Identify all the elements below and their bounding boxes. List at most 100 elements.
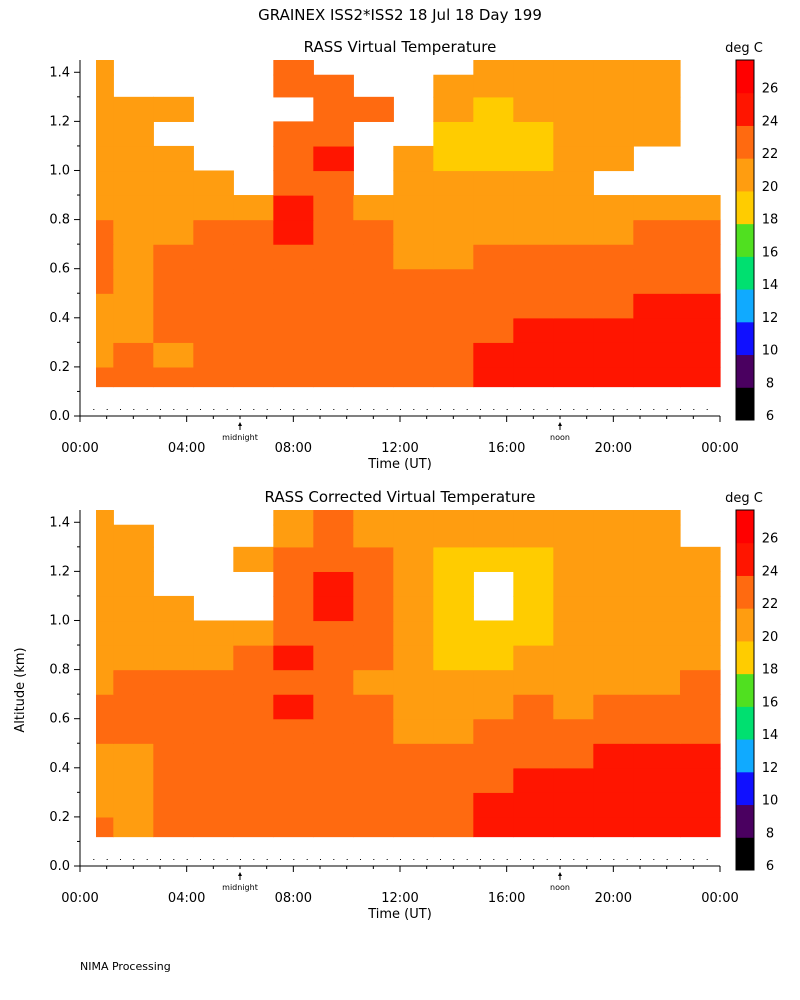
heatmap-cell — [273, 669, 314, 695]
marker-label: noon — [550, 433, 570, 442]
heatmap-cell — [473, 317, 514, 343]
heatmap-cell — [393, 816, 434, 838]
x-tick-label: 16:00 — [488, 891, 525, 906]
sample-dot — [440, 859, 441, 860]
heatmap-cell — [473, 293, 514, 319]
sample-dot — [133, 409, 135, 410]
heatmap-cell — [153, 268, 194, 294]
heatmap-cell — [193, 268, 234, 294]
heatmap-cell — [153, 743, 194, 769]
heatmap-cell — [113, 96, 154, 122]
heatmap-cell — [680, 219, 721, 245]
heatmap-cell — [393, 268, 434, 294]
sample-dot — [346, 409, 348, 410]
heatmap-cell — [680, 669, 721, 695]
heatmap-cell — [473, 669, 514, 695]
sample-dot — [106, 859, 108, 860]
heatmap-cell — [433, 816, 474, 838]
heatmap-cell — [433, 767, 474, 793]
heatmap-cell — [313, 170, 354, 196]
heatmap-cell — [233, 546, 274, 572]
heatmap-cell — [473, 816, 514, 838]
heatmap-cell — [313, 121, 354, 147]
heatmap-cell — [153, 645, 194, 671]
heatmap-cell — [273, 524, 314, 548]
heatmap-cell — [633, 195, 681, 221]
heatmap-cell — [553, 669, 594, 695]
colorbar-tick-label: 6 — [766, 859, 774, 874]
heatmap-cell — [353, 219, 394, 245]
heatmap-cell — [313, 219, 354, 245]
heatmap-cell — [553, 145, 594, 172]
heatmap-cell — [393, 342, 434, 368]
heatmap-cell — [193, 293, 234, 319]
sample-dot — [266, 859, 268, 860]
sample-dot — [400, 409, 401, 410]
sample-dot — [293, 859, 295, 860]
heatmap-cell — [393, 595, 434, 622]
y-tick-label: 1.2 — [49, 564, 70, 579]
heatmap-cell — [633, 816, 681, 838]
heatmap-cell — [633, 743, 681, 769]
heatmap-cell — [680, 718, 721, 744]
sample-dot — [306, 859, 308, 860]
sample-dot — [653, 859, 655, 860]
sample-dot — [306, 409, 308, 410]
colorbar-segment — [736, 640, 754, 675]
heatmap-cell — [513, 571, 554, 597]
sample-dot — [520, 409, 521, 410]
heatmap-cell — [553, 60, 594, 76]
colorbar-segment — [736, 837, 754, 871]
heatmap-cell — [553, 645, 594, 671]
heatmap-cell — [313, 620, 354, 646]
heatmap-cell — [113, 546, 154, 572]
heatmap-cell — [473, 121, 514, 147]
heatmap-cell — [553, 571, 594, 597]
heatmap-cell — [593, 694, 634, 720]
bottom-colorbar: 6 8 10 12 14 16 18 20 22 24 26 — [735, 509, 779, 874]
sample-dot — [573, 859, 575, 860]
heatmap-cell — [113, 669, 154, 695]
heatmap-cell — [313, 195, 354, 221]
heatmap-cell — [513, 195, 554, 221]
heatmap-cell — [433, 366, 474, 388]
heatmap-cell — [513, 743, 554, 769]
heatmap-cell — [513, 60, 554, 76]
heatmap-cell — [553, 510, 594, 526]
heatmap-cell — [273, 620, 314, 646]
heatmap-cell — [273, 366, 314, 388]
heatmap-cell — [433, 268, 474, 294]
heatmap-cell — [513, 317, 554, 343]
heatmap-cell — [393, 219, 434, 245]
sample-dot — [346, 859, 348, 860]
heatmap-cell — [633, 645, 681, 671]
marker-label: noon — [550, 883, 570, 892]
heatmap-cell — [553, 595, 594, 622]
heatmap-cell — [433, 669, 474, 695]
heatmap-cell — [553, 792, 594, 818]
heatmap-cell — [433, 170, 474, 196]
heatmap-cell — [273, 510, 314, 526]
heatmap-cell — [553, 96, 594, 122]
heatmap-cell — [273, 60, 314, 76]
colorbar-tick-label: 16 — [762, 695, 779, 710]
colorbar-segment — [736, 608, 754, 642]
sample-dot — [546, 859, 548, 860]
y-tick-label: 1.4 — [49, 515, 70, 530]
heatmap-cell — [193, 645, 234, 671]
heatmap-cell — [593, 718, 634, 744]
sample-dot — [106, 409, 108, 410]
heatmap-cell — [193, 816, 234, 838]
heatmap-cell — [96, 96, 114, 122]
heatmap-cell — [593, 268, 634, 294]
colorbar-segment — [736, 92, 754, 126]
heatmap-cell — [633, 669, 681, 695]
sample-dot — [573, 409, 575, 410]
heatmap-cell — [393, 195, 434, 221]
heatmap-cell — [393, 645, 434, 671]
sample-dot — [320, 859, 321, 860]
heatmap-cell — [633, 366, 681, 388]
y-tick-label: 0.4 — [49, 761, 70, 776]
heatmap-cell — [113, 816, 154, 838]
heatmap-cell — [273, 694, 314, 720]
